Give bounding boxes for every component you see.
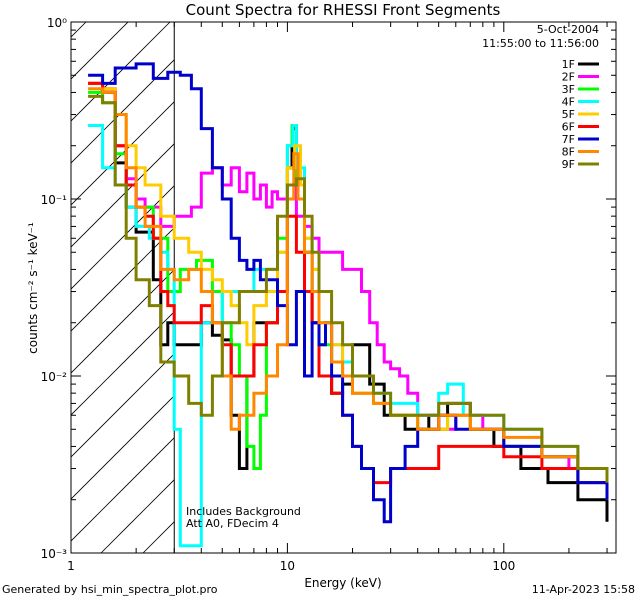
legend-label-5F: 5F — [562, 108, 575, 121]
date-annotation: 5-Oct-2004 — [537, 23, 599, 36]
hatch-line — [0, 22, 2, 553]
x-tick-label: 10 — [280, 559, 295, 573]
legend-label-6F: 6F — [562, 121, 575, 134]
y-tick-label: 10⁻³ — [41, 547, 68, 561]
x-tick-label: 1 — [67, 559, 75, 573]
y-tick-label: 10⁻² — [41, 370, 68, 384]
chart-title: Count Spectra for RHESSI Front Segments — [186, 1, 501, 19]
series-line-9F — [88, 94, 609, 483]
axis-ticks — [70, 22, 616, 554]
hatch-line — [71, 227, 175, 332]
hatch-line — [71, 59, 175, 164]
hatch-line — [71, 311, 175, 416]
legend-label-3F: 3F — [562, 83, 575, 96]
generated-by-footer: Generated by hsi_min_spectra_plot.pro — [2, 583, 218, 596]
y-axis-label: counts cm⁻² s⁻¹ keV⁻¹ — [26, 222, 40, 354]
series-line-4F — [88, 124, 609, 548]
legend-label-2F: 2F — [562, 71, 575, 84]
hatch-line — [71, 437, 175, 542]
series-layer — [88, 62, 609, 548]
legend-label-4F: 4F — [562, 96, 575, 109]
hatch-line — [71, 22, 87, 38]
hatch-line — [71, 101, 175, 206]
timestamp-footer: 11-Apr-2023 15:58 — [531, 583, 635, 596]
x-tick-label: 100 — [492, 559, 515, 573]
attenuator-note: Att A0, FDecim 4 — [186, 517, 279, 530]
background-note: Includes Background — [186, 505, 301, 518]
hatch-line — [71, 395, 175, 500]
axis-tick-labels: 1 10 100 10⁻³ 10⁻² 10⁻¹ 10⁰ — [41, 16, 516, 573]
time-range-annotation: 11:55:00 to 11:56:00 — [482, 37, 599, 50]
y-tick-label: 10⁰ — [47, 16, 67, 30]
x-axis-label: Energy (keV) — [304, 576, 381, 590]
plot-frame — [70, 21, 617, 554]
series-line-8F — [88, 87, 609, 483]
legend-label-8F: 8F — [562, 146, 575, 159]
y-tick-label: 10⁻¹ — [41, 193, 68, 207]
hatch-line — [71, 269, 175, 374]
legend-label-9F: 9F — [562, 158, 575, 171]
hatch-line — [71, 22, 171, 122]
hatch-line — [71, 185, 175, 290]
legend-label-1F: 1F — [562, 58, 575, 71]
legend-label-7F: 7F — [562, 133, 575, 146]
